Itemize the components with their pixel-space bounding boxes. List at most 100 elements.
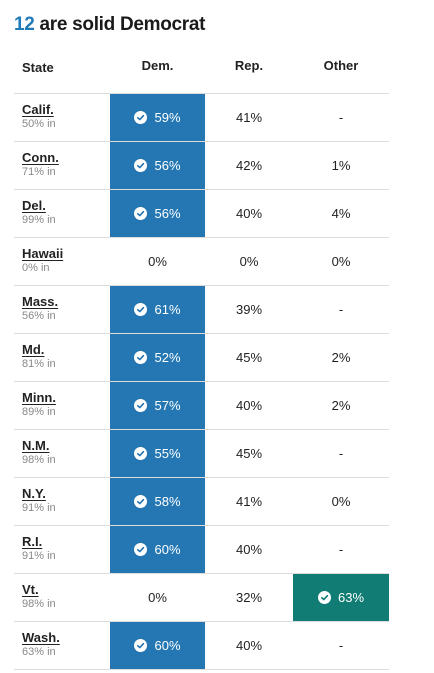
rep-result-cell: 40% [205, 526, 293, 573]
other-result-cell: - [293, 622, 389, 669]
dem-result-cell: 52% [110, 334, 205, 381]
state-link[interactable]: Md. [22, 342, 45, 357]
rep-result-cell: 32% [205, 574, 293, 621]
rep-percent: 0% [239, 254, 259, 269]
other-result-cell: 1% [293, 142, 389, 189]
table-row: Del. 99% in 56% 40% 4% [14, 190, 389, 238]
checkmark-icon [134, 111, 148, 124]
rep-percent: 40% [235, 638, 263, 653]
dem-result-cell: 0% [110, 574, 205, 621]
state-link[interactable]: Hawaii [22, 246, 64, 261]
reporting-status: 89% in [22, 406, 56, 418]
dem-result-cell: 57% [110, 382, 205, 429]
dem-percent: 57% [154, 398, 181, 413]
reporting-status: 81% in [22, 358, 56, 370]
state-cell: Wash. 63% in [22, 630, 60, 659]
reporting-status: 63% in [22, 646, 56, 658]
dem-percent: 56% [154, 206, 181, 221]
rep-result-cell: 42% [205, 142, 293, 189]
checkmark-icon [134, 159, 148, 172]
rep-percent: 41% [235, 494, 263, 509]
state-link[interactable]: Conn. [22, 150, 59, 165]
dem-percent: 60% [154, 638, 181, 653]
solid-count: 12 [14, 14, 35, 35]
state-cell: Conn. 71% in [22, 150, 59, 179]
checkmark-icon [134, 351, 148, 364]
dem-result-cell: 56% [110, 142, 205, 189]
table-row: Conn. 71% in 56% 42% 1% [14, 142, 389, 190]
results-table: State Dem. Rep. Other Calif. 50% in 59% 41%… [14, 45, 389, 670]
state-cell: N.M. 98% in [22, 438, 56, 467]
rep-result-cell: 45% [205, 430, 293, 477]
state-link[interactable]: Calif. [22, 102, 54, 117]
other-percent: - [338, 638, 344, 653]
other-percent: 63% [337, 590, 365, 605]
other-result-cell: 0% [293, 238, 389, 285]
state-link[interactable]: R.I. [22, 534, 43, 549]
other-result-cell: 0% [293, 478, 389, 525]
dem-percent: 0% [148, 590, 167, 605]
dem-percent: 56% [154, 158, 181, 173]
other-percent: 2% [331, 398, 351, 413]
table-body: Calif. 50% in 59% 41% - Conn. 71% in 56% 42% 1% De… [14, 94, 389, 670]
dem-percent: 58% [154, 494, 181, 509]
other-percent: - [338, 110, 344, 125]
other-result-cell: - [293, 430, 389, 477]
reporting-status: 56% in [22, 310, 56, 322]
state-cell: Md. 81% in [22, 342, 56, 371]
state-cell: Vt. 98% in [22, 582, 56, 611]
table-row: Minn. 89% in 57% 40% 2% [14, 382, 389, 430]
table-row: Mass. 56% in 61% 39% - [14, 286, 389, 334]
table-row: R.I. 91% in 60% 40% - [14, 526, 389, 574]
state-cell: Calif. 50% in [22, 102, 56, 131]
table-row: N.M. 98% in 55% 45% - [14, 430, 389, 478]
checkmark-icon [134, 447, 148, 460]
state-link[interactable]: Wash. [22, 630, 60, 645]
state-cell: Del. 99% in [22, 198, 56, 227]
dem-result-cell: 58% [110, 478, 205, 525]
table-header: State Dem. Rep. Other [14, 45, 389, 94]
other-percent: - [338, 542, 344, 557]
table-row: Wash. 63% in 60% 40% - [14, 622, 389, 670]
other-result-cell: 4% [293, 190, 389, 237]
column-header-state: State [22, 60, 54, 75]
rep-result-cell: 40% [205, 190, 293, 237]
heading-text: are solid Democrat [34, 14, 206, 35]
state-cell: Hawaii 0% in [22, 246, 63, 275]
state-link[interactable]: Mass. [22, 294, 59, 309]
other-result-cell: - [293, 94, 389, 141]
other-percent: 1% [331, 158, 351, 173]
state-link[interactable]: Minn. [22, 390, 56, 405]
column-header-rep: Rep. [234, 58, 264, 73]
state-link[interactable]: Vt. [22, 582, 39, 597]
checkmark-icon [134, 495, 148, 508]
table-row: Calif. 50% in 59% 41% - [14, 94, 389, 142]
state-link[interactable]: N.Y. [22, 486, 46, 501]
checkmark-icon [134, 639, 148, 652]
rep-result-cell: 0% [205, 238, 293, 285]
dem-percent: 55% [154, 446, 181, 461]
dem-result-cell: 0% [110, 238, 205, 285]
state-link[interactable]: N.M. [22, 438, 50, 453]
section-heading: 12 are solid Democrat [14, 14, 206, 36]
table-row: Md. 81% in 52% 45% 2% [14, 334, 389, 382]
other-percent: 4% [331, 206, 351, 221]
rep-result-cell: 40% [205, 382, 293, 429]
reporting-status: 71% in [22, 166, 56, 178]
dem-percent: 52% [154, 350, 181, 365]
other-result-cell: 2% [293, 382, 389, 429]
column-header-dem: Dem. [141, 58, 174, 73]
dem-percent: 61% [154, 302, 181, 317]
other-result-cell: - [293, 286, 389, 333]
other-percent: - [338, 302, 344, 317]
state-cell: N.Y. 91% in [22, 486, 56, 515]
state-link[interactable]: Del. [22, 198, 46, 213]
checkmark-icon [134, 399, 148, 412]
rep-result-cell: 39% [205, 286, 293, 333]
column-header-other: Other [323, 58, 359, 73]
rep-percent: 41% [235, 110, 263, 125]
rep-result-cell: 45% [205, 334, 293, 381]
other-percent: 0% [331, 254, 351, 269]
other-percent: 2% [331, 350, 351, 365]
